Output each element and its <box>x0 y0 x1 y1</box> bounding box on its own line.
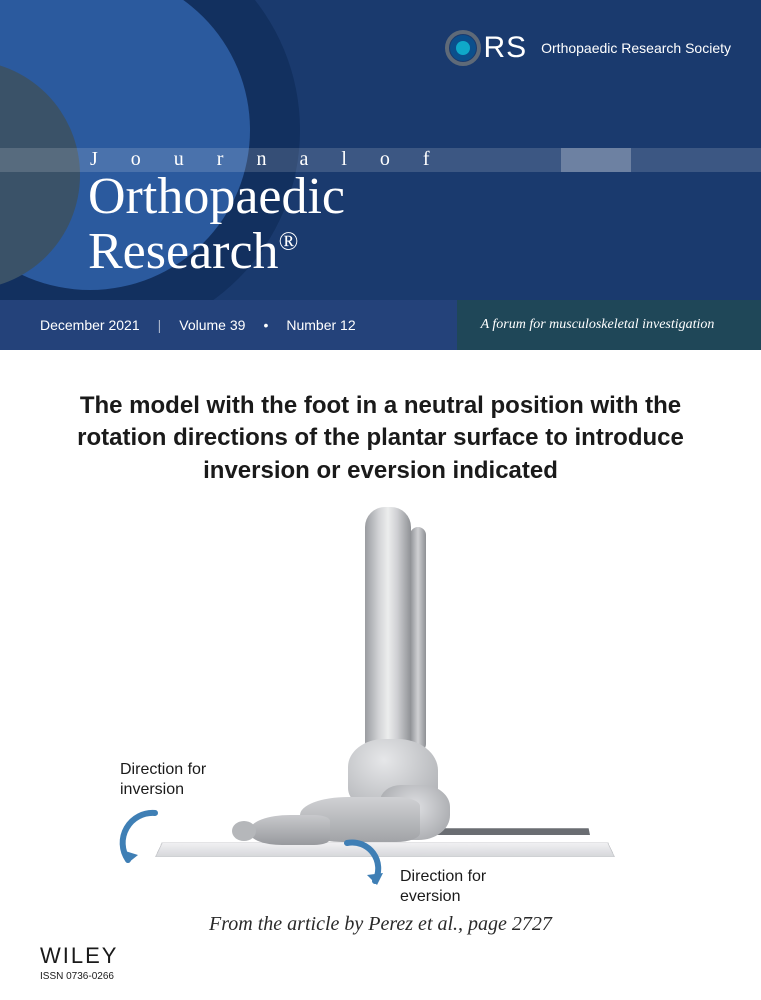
title-bar-accent <box>561 148 631 172</box>
ors-abbrev: RS <box>483 31 527 65</box>
eversion-label: Direction for eversion <box>400 867 486 907</box>
figure-area: Direction for inversion Direction for ev… <box>0 507 761 907</box>
issue-date: December 2021 <box>40 317 140 333</box>
issue-meta-row: December 2021 | Volume 39 • Number 12 A … <box>0 300 761 350</box>
article-title: The model with the foot in a neutral pos… <box>0 350 761 507</box>
figure-caption: From the article by Perez et al., page 2… <box>0 913 761 936</box>
ors-logo-icon: RS <box>445 30 527 66</box>
inversion-arrow-icon <box>110 805 170 875</box>
cover-content: The model with the foot in a neutral pos… <box>0 350 761 1000</box>
eversion-arrow-icon <box>335 837 395 897</box>
publisher-footer: WILEY ISSN 0736-0266 <box>40 943 118 982</box>
registered-mark: ® <box>279 226 299 255</box>
issue-tagline: A forum for musculoskeletal investigatio… <box>457 300 761 350</box>
tibia-bone <box>365 507 411 752</box>
issn-number: ISSN 0736-0266 <box>40 971 118 982</box>
issue-number: Number 12 <box>286 317 355 333</box>
journal-title-line1: Orthopaedic <box>88 168 345 225</box>
toe-bones <box>250 815 330 845</box>
fibula-bone <box>410 527 426 752</box>
ors-society-name: Orthopaedic Research Society <box>541 40 731 56</box>
journal-title-line2: Research <box>88 223 279 280</box>
journal-header: RS Orthopaedic Research Society J o u r … <box>0 0 761 350</box>
publisher-name: WILEY <box>40 943 118 969</box>
journal-title: Orthopaedic Research® <box>88 170 345 279</box>
ors-logo-block: RS Orthopaedic Research Society <box>445 30 731 66</box>
issue-dot: • <box>263 317 268 333</box>
issue-volume: Volume 39 <box>179 317 245 333</box>
issue-meta-left: December 2021 | Volume 39 • Number 12 <box>0 300 457 350</box>
inversion-label: Direction for inversion <box>120 760 206 800</box>
